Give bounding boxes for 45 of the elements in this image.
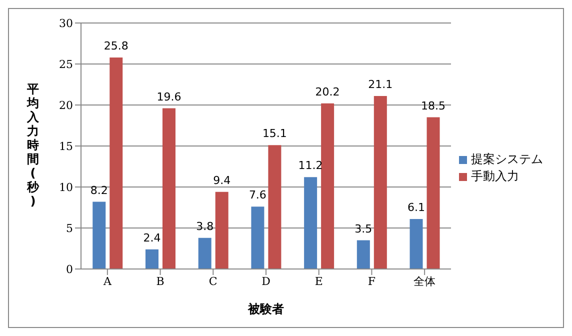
bar	[251, 206, 264, 269]
x-tick-label: B	[156, 274, 164, 288]
bar	[162, 108, 176, 269]
x-tick-label: 全体	[414, 274, 436, 288]
data-label: 21.1	[368, 78, 393, 91]
data-label: 7.6	[248, 188, 266, 202]
bar	[304, 177, 318, 269]
legend-label: 手動入力	[471, 169, 519, 183]
data-label: 3.8	[196, 220, 214, 233]
data-label: 6.1	[408, 200, 426, 214]
data-label: 2.4	[143, 231, 161, 244]
x-tick-label: F	[368, 274, 376, 288]
data-label: 20.2	[315, 85, 340, 98]
y-tick-label: 25	[59, 58, 73, 71]
bar	[374, 96, 387, 269]
bar	[410, 218, 423, 269]
y-tick-label: 20	[59, 98, 73, 112]
y-tick-label: 30	[59, 16, 73, 30]
y-tick-label: 5	[66, 222, 73, 235]
bar	[92, 202, 106, 269]
x-tick-label: E	[314, 274, 323, 288]
x-tick-label: C	[208, 274, 218, 288]
bar	[215, 192, 228, 269]
data-label: 8.2	[90, 184, 108, 197]
x-tick-label: D	[262, 274, 271, 288]
y-tick-label: 10	[59, 180, 73, 194]
data-label: 25.8	[104, 39, 128, 52]
data-label: 15.1	[262, 127, 287, 140]
bar	[110, 57, 123, 269]
bar	[145, 249, 158, 269]
data-label: 3.5	[354, 222, 372, 236]
text: 平均入力時間(秒)	[27, 82, 39, 208]
bar	[321, 103, 334, 269]
bar	[198, 238, 212, 269]
data-label: 19.6	[156, 90, 182, 104]
data-label: 18.5	[421, 99, 446, 112]
x-axis-title: 被験者	[247, 302, 284, 316]
bar	[268, 145, 282, 269]
bar	[426, 117, 440, 269]
data-label: 9.4	[213, 174, 231, 187]
x-tick-label: A	[102, 274, 112, 288]
legend-label: 提案システム	[471, 152, 543, 166]
y-tick-label: 15	[59, 140, 73, 153]
y-tick-label: 0	[66, 262, 73, 276]
bar	[356, 240, 370, 269]
